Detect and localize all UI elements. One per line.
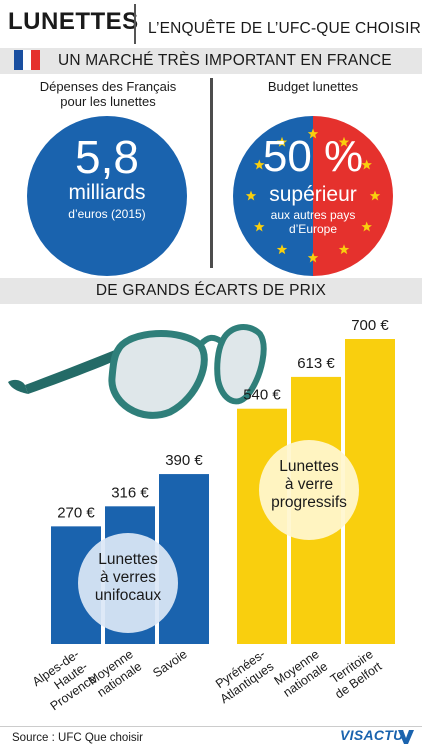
stat-budget-label: Budget lunettes — [267, 79, 359, 94]
category-label: Savoie — [150, 647, 189, 680]
page-title: LUNETTES — [8, 8, 139, 35]
eu-star — [307, 252, 319, 263]
bar-value-label: 700 € — [351, 317, 389, 334]
group-label: Lunettes à verre progressifs — [271, 458, 347, 511]
eu-star — [245, 190, 257, 201]
group-bubble — [78, 533, 178, 633]
eu-star — [361, 159, 372, 170]
eu-star — [369, 190, 381, 201]
french-flag-icon — [14, 50, 40, 70]
spending-circle — [27, 116, 187, 276]
spending-note: d’euros (2015) — [68, 207, 146, 221]
group-bubble — [259, 440, 359, 540]
bar-value-label: 540 € — [243, 387, 281, 404]
eu-star — [307, 128, 319, 139]
eu-star — [254, 221, 265, 232]
bar-value-label: 270 € — [57, 504, 95, 521]
eu-star — [338, 244, 350, 255]
eu-star — [361, 221, 372, 232]
spending-unit: milliards — [68, 181, 146, 204]
budget-qualifier: supérieur — [269, 183, 357, 206]
eu-star — [276, 136, 288, 147]
eu-stars-icon — [245, 128, 381, 263]
visactu-logo-mark-icon — [398, 730, 414, 744]
group-label: Lunettes à verres unifocaux — [95, 551, 162, 604]
budget-circle-eu-flag — [233, 116, 393, 276]
source-note: Source : UFC Que choisir — [12, 732, 144, 744]
stat-spending-label: Dépenses des Français pour les lunettes — [28, 79, 188, 109]
section-band-market — [0, 48, 422, 74]
eu-star — [276, 244, 288, 255]
category-label: Moyennenationale — [272, 647, 331, 700]
category-label: Territoirede Belfort — [324, 647, 385, 702]
bar-value-label: 390 € — [165, 452, 203, 469]
header-divider — [134, 4, 136, 44]
section-title-market: UN MARCHÉ TRÈS IMPORTANT EN FRANCE — [58, 52, 392, 69]
stats-divider — [210, 78, 213, 268]
stat-spending-label-line1: Dépenses des Français — [39, 79, 177, 94]
glasses-icon — [8, 324, 267, 419]
visactu-logo: VISACTU — [340, 727, 404, 743]
category-label: Moyennenationale — [86, 647, 145, 700]
bar-value-label: 613 € — [297, 355, 335, 372]
budget-note-line2: d’Europe — [288, 222, 338, 236]
section-band-prices — [0, 278, 422, 304]
page-subtitle: L’ENQUÊTE DE L’UFC-QUE CHOISIR — [148, 20, 421, 37]
budget-note: aux autres pays d’Europe — [233, 208, 393, 236]
category-label: Pyrénées-Atlantiques — [209, 647, 276, 706]
budget-value: 50 % — [262, 132, 364, 181]
stat-spending-label-line2: pour les lunettes — [60, 94, 156, 109]
budget-note-line1: aux autres pays — [270, 208, 356, 222]
spending-value: 5,8 — [75, 131, 139, 183]
eu-star — [254, 159, 265, 170]
section-title-prices: DE GRANDS ÉCARTS DE PRIX — [95, 282, 327, 299]
eu-star — [338, 136, 350, 147]
bar-value-label: 316 € — [111, 484, 149, 501]
footer-divider — [0, 726, 422, 727]
